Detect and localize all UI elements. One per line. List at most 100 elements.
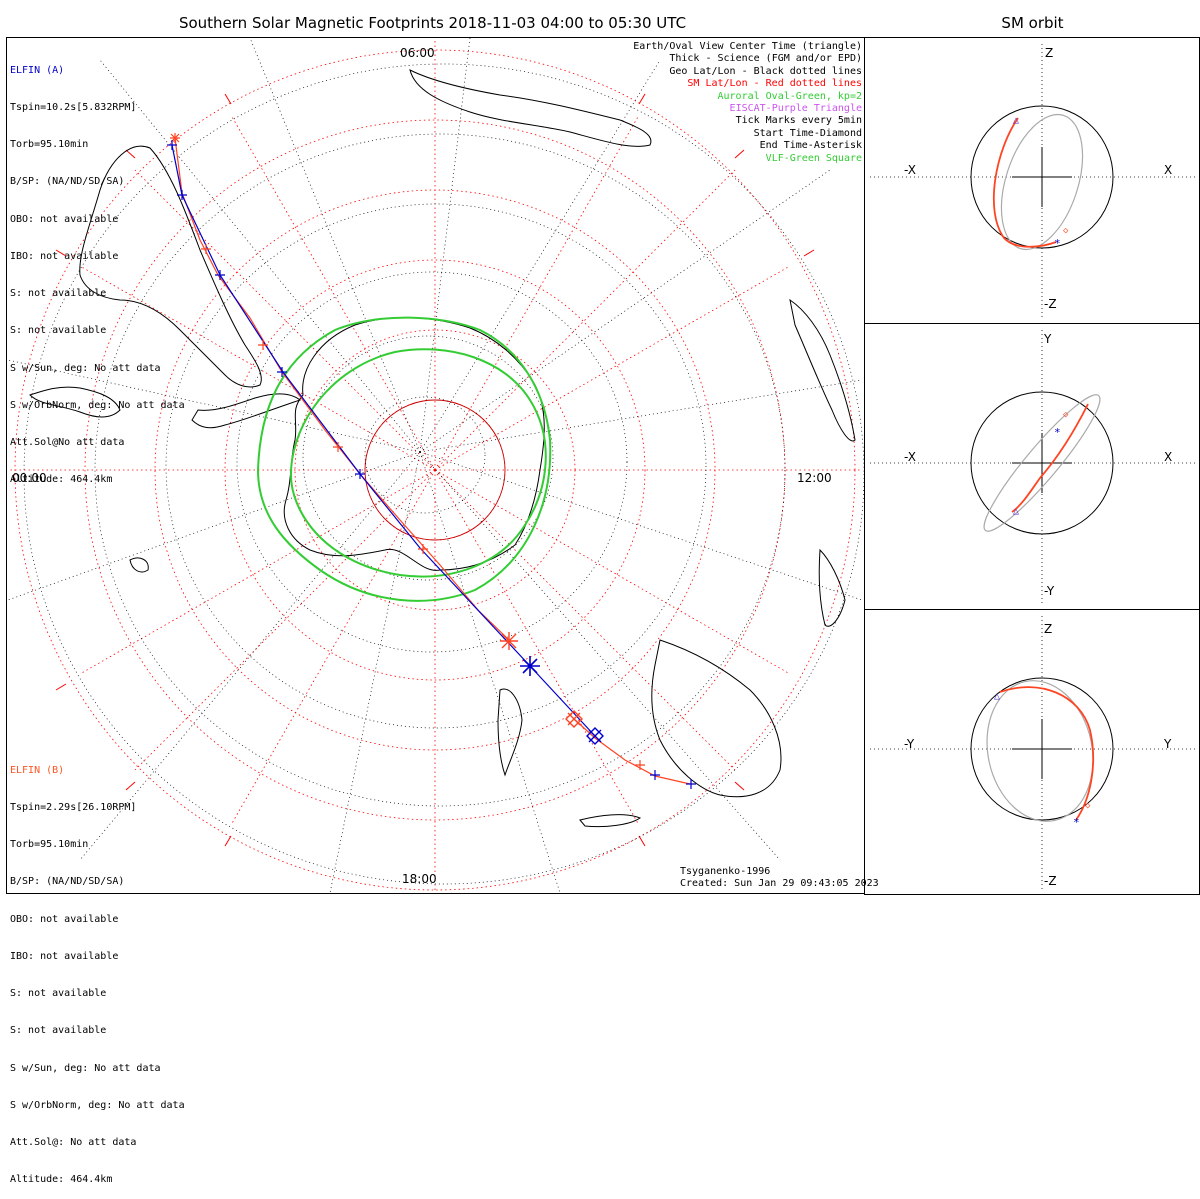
figure: 06:00 00:00 12:00 18:00 Z -Z -X X △ * ◇ … [6, 37, 1200, 895]
orbit-yz-top: Z [1044, 622, 1052, 636]
coastlines [29, 69, 856, 828]
orbit-xz-top: Z [1045, 46, 1053, 60]
antarctic-peninsula [191, 393, 302, 429]
credit: Tsyganenko-1996 Created: Sun Jan 29 09:4… [680, 866, 879, 891]
geo-grid [7, 38, 864, 893]
south-america-coast [79, 145, 262, 388]
elfin-b-info: ELFIN (B) Tspin=2.29s[26.10RPM] Torb=95.… [10, 740, 185, 1199]
elfin-a-end-asterisk [520, 656, 540, 676]
east-coast [789, 298, 856, 442]
elfin-a-line: Altitude: 464.4km [10, 474, 113, 486]
orbit-frame-xy [864, 323, 1200, 610]
elfin-b-line: IBO: not available [10, 950, 119, 962]
orbit-xy-left: -X [904, 450, 916, 464]
elfin-b-track-2 [573, 718, 691, 785]
sm-border-ticks [55, 93, 815, 847]
orbit-panel-yz: Z -Z -Y Y △ * ◇ [870, 616, 1195, 890]
antarctica-coast [283, 317, 545, 571]
svg-text:◇: ◇ [1063, 226, 1069, 236]
created-label: Created: Sun Jan 29 09:43:05 2023 [680, 878, 879, 890]
tasmania-coast [497, 688, 523, 777]
auroral-oval-inner [290, 348, 547, 578]
elfin-a-line: S: not available [10, 288, 107, 300]
elfin-a-info: ELFIN (A) Tspin=10.2s[5.832RPM] Torb=95.… [10, 40, 185, 499]
orbit-panel-xy: Y -Y -X X △ * ◇ [870, 330, 1195, 604]
elfin-b-name: ELFIN (B) [10, 764, 65, 776]
legend-item: End Time-Asterisk [759, 140, 862, 152]
svg-text:△: △ [1013, 115, 1019, 126]
elfin-b-ticks [170, 133, 645, 770]
svg-text:*: * [1054, 237, 1061, 250]
elfin-a-line: S w/OrbNorm, deg: No att data [10, 399, 185, 411]
orbit-yz-left: -Y [904, 737, 915, 751]
elfin-b-line: B/SP: (NA/ND/SD/SA) [10, 876, 125, 888]
legend-item: Geo Lat/Lon - Black dotted lines [669, 65, 862, 77]
polar-map [7, 38, 864, 893]
elfin-b-line: S: not available [10, 1025, 107, 1037]
elfin-b-line: S w/Sun, deg: No att data [10, 1062, 161, 1074]
model-label: Tsyganenko-1996 [680, 866, 771, 877]
auroral-oval-outer [256, 316, 552, 602]
elfin-a-name: ELFIN (A) [10, 64, 65, 76]
orbit-yz-right: Y [1163, 737, 1172, 751]
orbit-xz-bottom: -Z [1044, 297, 1057, 311]
elfin-b-start-diamond [565, 710, 583, 728]
elfin-b-line: Att.Sol@: No att data [10, 1137, 137, 1148]
nz-coast [818, 548, 846, 627]
svg-text:*: * [1054, 426, 1061, 439]
elfin-b-line: Torb=95.10min [10, 839, 89, 851]
falklands-coast [29, 386, 121, 418]
legend-item: Auroral Oval-Green, kp=2 [717, 90, 863, 102]
elfin-a-line: S: not available [10, 325, 107, 337]
elfin-b-line: OBO: not available [10, 913, 119, 925]
svg-text:◇: ◇ [1085, 801, 1091, 811]
orbit-xy-right: X [1164, 450, 1172, 464]
orbit-panel-xz: Z -Z -X X △ * ◇ [870, 44, 1195, 318]
elfin-a-ticks [167, 140, 696, 789]
elfin-a-start-diamond [586, 727, 604, 745]
clock-label-right: 12:00 [797, 471, 832, 485]
elfin-b-line: S: not available [10, 988, 107, 1000]
legend-item: Earth/Oval View Center Time (triangle) [633, 41, 862, 52]
legend-item: Start Time-Diamond [753, 127, 862, 139]
elfin-b-line: Tspin=2.29s[26.10RPM] [10, 802, 137, 814]
orbit-xz-right: X [1164, 163, 1172, 177]
orbit-yz-bottom: -Z [1044, 874, 1057, 888]
sm-grid [10, 40, 860, 891]
elfin-b-end-asterisk [500, 632, 518, 650]
elfin-b-track [174, 137, 511, 642]
elfin-a-line: OBO: not available [10, 213, 119, 225]
svg-text:△: △ [1013, 506, 1019, 517]
elfin-a-line: Torb=95.10min [10, 139, 89, 151]
elfin-a-line: Tspin=10.2s[5.832RPM] [10, 102, 137, 114]
orbit-frame-xz [864, 37, 1200, 324]
orbit-frame-yz [864, 609, 1200, 895]
auroral-ovals [256, 316, 552, 602]
orbit-xy-bottom: -Y [1044, 584, 1055, 598]
elfin-b-line: S w/OrbNorm, deg: No att data [10, 1099, 185, 1111]
elfin-b-line: Altitude: 464.4km [10, 1174, 113, 1186]
elfin-a-line: B/SP: (NA/ND/SD/SA) [10, 176, 125, 188]
page-title: Southern Solar Magnetic Footprints 2018-… [178, 14, 687, 32]
svg-text:△: △ [994, 691, 1000, 702]
clock-label-left: 00:00 [12, 471, 47, 485]
legend-item: SM Lat/Lon - Red dotted lines [687, 78, 862, 90]
elfin-a-line: IBO: not available [10, 250, 119, 262]
svg-text:*: * [1073, 816, 1080, 829]
elfin-a-track-gap [529, 665, 596, 737]
clock-labels: 06:00 00:00 12:00 18:00 [12, 46, 832, 886]
island-coast [579, 814, 642, 828]
orbit-xy-top: Y [1043, 332, 1052, 346]
svg-text:◇: ◇ [1063, 410, 1069, 420]
legend-item: EISCAT-Purple Triangle [729, 103, 862, 115]
australia-coast [651, 639, 782, 798]
africa-coast [409, 69, 652, 147]
sm-pole-circle [364, 399, 506, 541]
legend: Earth/Oval View Center Time (triangle) T… [633, 41, 862, 165]
clock-label-top: 06:00 [400, 46, 435, 60]
legend-item: Thick - Science (FGM and/or EPD) [669, 53, 862, 65]
legend-item: VLF-Green Square [765, 152, 862, 164]
clock-label-bottom: 18:00 [402, 872, 437, 886]
elfin-a-line: S w/Sun, deg: No att data [10, 362, 161, 374]
elfin-a-line: Att.Sol@No att data [10, 437, 125, 448]
